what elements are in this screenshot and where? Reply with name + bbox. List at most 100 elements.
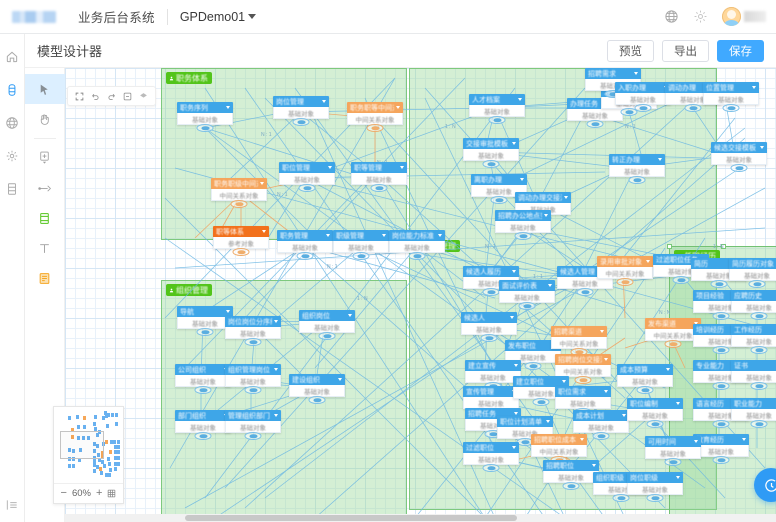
- entity-node[interactable]: 岗位岗位分序级基础对象: [225, 316, 281, 346]
- chevron-down-icon[interactable]: [694, 322, 698, 325]
- entity-node[interactable]: 管理组织部门 基础对象: [225, 410, 281, 440]
- node-header[interactable]: 候选人履历: [463, 266, 519, 277]
- node-header[interactable]: 简历履历对象: [729, 258, 776, 269]
- entity-node[interactable]: 职务职级中间对象中间关系对象: [211, 178, 267, 208]
- entity-node[interactable]: 组织岗位 基础对象: [299, 310, 355, 340]
- node-header[interactable]: 录用审批对象: [597, 256, 653, 267]
- chevron-down-icon[interactable]: [752, 86, 756, 89]
- collapse-icon[interactable]: [5, 498, 19, 512]
- node-port[interactable]: [664, 340, 682, 348]
- node-header[interactable]: 建立职位: [513, 376, 569, 387]
- sidebar-item-settings[interactable]: [5, 149, 19, 163]
- entity-node[interactable]: 职位编制 基础对象: [627, 398, 683, 428]
- entity-node[interactable]: 候选人 基础对象: [461, 312, 517, 342]
- resize-handle-nw[interactable]: [667, 244, 672, 249]
- select-cursor-tool[interactable]: [24, 74, 65, 104]
- node-port[interactable]: [586, 120, 604, 128]
- chevron-down-icon[interactable]: [646, 260, 650, 263]
- chevron-down-icon[interactable]: [564, 196, 568, 199]
- chevron-down-icon[interactable]: [510, 316, 514, 319]
- entity-node[interactable]: 岗位能力标准 基础对象: [389, 230, 445, 260]
- chevron-down-icon[interactable]: [694, 440, 698, 443]
- node-port[interactable]: [730, 164, 748, 172]
- node-port[interactable]: [712, 346, 730, 354]
- entity-node[interactable]: 招聘岗位交接清单中间关系对象: [555, 354, 611, 384]
- node-port[interactable]: [244, 338, 262, 346]
- node-port[interactable]: [408, 252, 426, 260]
- entity-node[interactable]: 过滤职位 基础对象: [463, 442, 519, 472]
- entity-node[interactable]: 岗位职级 基础对象: [627, 472, 683, 502]
- sidebar-item-data[interactable]: [5, 116, 19, 130]
- node-port[interactable]: [482, 288, 500, 296]
- node-port[interactable]: [612, 494, 630, 502]
- chevron-down-icon[interactable]: [600, 330, 604, 333]
- node-port[interactable]: [628, 176, 646, 184]
- sidebar-item-list[interactable]: [5, 182, 19, 196]
- node-header[interactable]: 职位需求: [555, 386, 611, 397]
- node-header[interactable]: 职务职级中间对象: [211, 178, 267, 189]
- node-port[interactable]: [712, 420, 730, 428]
- entity-node[interactable]: 交接审批模板 基础对象: [463, 138, 519, 168]
- chevron-down-icon[interactable]: [514, 364, 518, 367]
- node-port[interactable]: [646, 420, 664, 428]
- node-port[interactable]: [712, 382, 730, 390]
- node-header[interactable]: 人才档案: [469, 94, 525, 105]
- chevron-down-icon[interactable]: [274, 368, 278, 371]
- node-header[interactable]: 过滤职位: [463, 442, 519, 453]
- node-header[interactable]: 职级管理: [333, 230, 389, 241]
- node-port[interactable]: [296, 252, 314, 260]
- sidebar-item-model[interactable]: [5, 83, 19, 97]
- zoom-out-button[interactable]: −: [60, 487, 67, 499]
- chevron-down-icon[interactable]: [348, 314, 352, 317]
- chevron-down-icon[interactable]: [260, 182, 264, 185]
- help-chat-fab[interactable]: [754, 468, 776, 502]
- node-port[interactable]: [244, 386, 262, 394]
- entity-node[interactable]: 位置管理 基础对象: [703, 82, 759, 112]
- chevron-down-icon[interactable]: [544, 214, 548, 217]
- node-port[interactable]: [194, 386, 212, 394]
- node-header[interactable]: 宣传管理: [463, 386, 519, 397]
- node-header[interactable]: 职等管理: [351, 162, 407, 173]
- minimap-viewport[interactable]: [60, 431, 104, 459]
- chevron-down-icon[interactable]: [326, 234, 330, 237]
- group-frame-tool[interactable]: [25, 203, 65, 233]
- node-port[interactable]: [562, 482, 580, 490]
- node-header[interactable]: 转正办理: [609, 154, 665, 165]
- chevron-down-icon[interactable]: [604, 358, 608, 361]
- node-header[interactable]: 建立宣传: [465, 360, 521, 371]
- node-port[interactable]: [352, 252, 370, 260]
- node-port[interactable]: [592, 432, 610, 440]
- entity-node[interactable]: 岗位管理 基础对象: [273, 96, 329, 126]
- entity-node[interactable]: 职务职等中间对象中间关系对象: [347, 102, 403, 132]
- minimap[interactable]: − 60% +: [53, 406, 124, 504]
- node-port[interactable]: [750, 420, 768, 428]
- project-selector[interactable]: GPDemo01: [180, 10, 257, 24]
- node-header[interactable]: 岗位能力标准: [389, 230, 445, 241]
- chevron-down-icon[interactable]: [274, 414, 278, 417]
- entity-node[interactable]: 招聘职位成本 中间关系对象: [531, 434, 587, 464]
- chevron-down-icon[interactable]: [592, 464, 596, 467]
- entity-node[interactable]: 转正办理 基础对象: [609, 154, 665, 184]
- entity-node[interactable]: 证书 基础对象: [731, 360, 776, 390]
- node-header[interactable]: 岗位管理: [273, 96, 329, 107]
- save-button[interactable]: 保存: [717, 39, 764, 62]
- entity-node[interactable]: 招聘办公地点变更申请基础对象: [495, 210, 551, 240]
- reset-zoom-icon[interactable]: [123, 92, 132, 101]
- entity-node[interactable]: 组织管理岗位 基础对象: [225, 364, 281, 394]
- node-header[interactable]: 招聘任务: [465, 408, 521, 419]
- node-header[interactable]: 职位管理: [279, 162, 335, 173]
- scrollbar-thumb[interactable]: [185, 515, 517, 521]
- node-port[interactable]: [748, 280, 766, 288]
- node-port[interactable]: [672, 276, 690, 284]
- chevron-down-icon[interactable]: [400, 166, 404, 169]
- chevron-down-icon[interactable]: [514, 412, 518, 415]
- node-header[interactable]: 招聘办公地点变更申请: [495, 210, 551, 221]
- node-header[interactable]: 招聘岗位交接清单: [555, 354, 611, 365]
- node-header[interactable]: 职等体系: [213, 226, 269, 237]
- redo-icon[interactable]: [107, 92, 116, 101]
- node-port[interactable]: [318, 332, 336, 340]
- node-port[interactable]: [574, 376, 592, 384]
- chevron-down-icon[interactable]: [518, 98, 522, 101]
- node-header[interactable]: 交接审批模板: [463, 138, 519, 149]
- chevron-down-icon[interactable]: [548, 284, 552, 287]
